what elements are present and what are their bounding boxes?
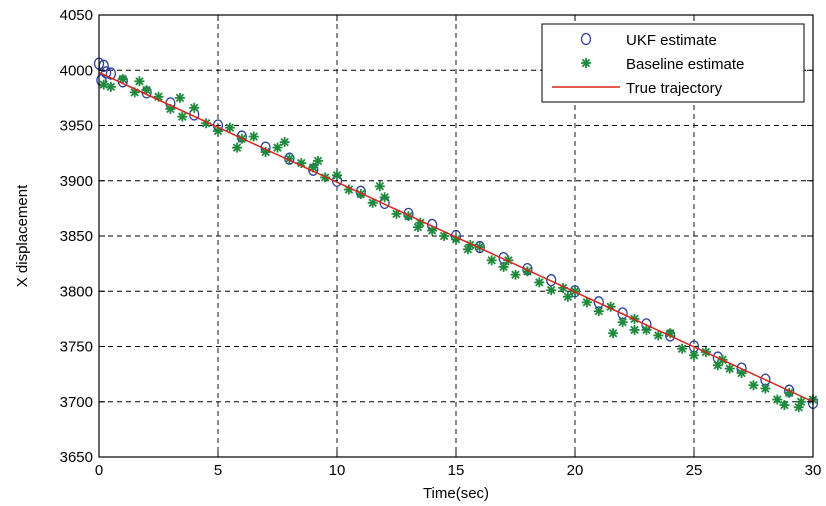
baseline-point — [608, 328, 619, 339]
legend-ukf-label: UKF estimate — [626, 32, 717, 49]
legend-true-label: True trajectory — [626, 80, 723, 97]
baseline-point — [546, 285, 557, 296]
y-tick-label: 3850 — [60, 228, 93, 245]
baseline-point — [510, 269, 521, 280]
y-tick-label: 4050 — [60, 7, 93, 24]
baseline-point — [562, 291, 573, 302]
y-tick-label: 3650 — [60, 449, 93, 466]
baseline-point — [189, 102, 200, 113]
baseline-point — [677, 343, 688, 354]
baseline-point — [177, 111, 188, 122]
baseline-point — [760, 383, 771, 394]
x-axis-label: Time(sec) — [423, 485, 489, 502]
y-axis-label: X displacement — [14, 184, 31, 287]
baseline-point — [129, 87, 140, 98]
baseline-point — [439, 231, 450, 241]
legend-baseline-marker — [581, 58, 591, 68]
x-tick-label: 0 — [95, 462, 103, 479]
y-tick-label: 3750 — [60, 339, 93, 356]
baseline-point — [224, 122, 235, 133]
x-tick-label: 30 — [805, 462, 822, 479]
baseline-point — [793, 402, 804, 413]
baseline-point — [98, 79, 109, 90]
x-tick-label: 20 — [567, 462, 584, 479]
baseline-point — [174, 92, 185, 103]
baseline-point — [641, 324, 652, 335]
baseline-point — [629, 324, 640, 335]
baseline-point — [379, 192, 390, 203]
baseline-point — [779, 400, 790, 411]
baseline-point — [617, 317, 628, 328]
baseline-point — [451, 234, 461, 245]
baseline-point — [248, 131, 259, 142]
baseline-point — [279, 137, 290, 148]
ticks — [98, 14, 814, 458]
x-tick-label: 5 — [214, 462, 222, 479]
true-trajectory-line — [98, 71, 814, 403]
baseline-point — [332, 170, 342, 181]
baseline-point — [486, 255, 497, 266]
series-layer — [93, 57, 819, 413]
baseline-point — [534, 277, 545, 288]
baseline-point — [689, 350, 699, 361]
baseline-point — [653, 330, 664, 341]
x-tick-label: 25 — [686, 462, 703, 479]
baseline-point — [272, 142, 283, 153]
baseline-point — [772, 394, 783, 405]
y-tick-label: 3950 — [60, 118, 93, 135]
baseline-point — [498, 261, 509, 272]
baseline-point — [374, 181, 385, 192]
baseline-point — [724, 363, 735, 374]
ukf-point — [105, 67, 117, 80]
baseline-point — [593, 306, 604, 317]
baseline-point — [427, 225, 438, 236]
baseline-point — [232, 142, 243, 153]
baseline-point — [105, 81, 116, 92]
y-tick-label: 3700 — [60, 394, 93, 411]
baseline-point — [312, 155, 323, 166]
baseline-point — [412, 222, 423, 233]
ukf-point — [100, 66, 112, 79]
baseline-point — [748, 380, 759, 391]
legend: UKF estimate Baseline estimate True traj… — [541, 23, 805, 103]
legend-baseline-label: Baseline estimate — [626, 56, 744, 73]
y-tick-label: 4000 — [60, 62, 93, 79]
baseline-point — [581, 297, 592, 308]
y-tick-label: 3900 — [60, 173, 93, 190]
legend-ukf-marker — [580, 32, 592, 46]
baseline-point — [665, 328, 676, 339]
y-tick-label: 3800 — [60, 283, 93, 300]
x-tick-label: 15 — [448, 462, 465, 479]
tick-labels: 0 5 10 15 20 25 30 3650 3700 3750 3800 3850 3900 3950… — [60, 7, 822, 479]
baseline-point — [134, 76, 145, 87]
x-tick-label: 10 — [329, 462, 346, 479]
baseline-point — [117, 74, 128, 85]
